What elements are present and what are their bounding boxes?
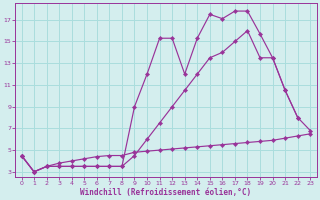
X-axis label: Windchill (Refroidissement éolien,°C): Windchill (Refroidissement éolien,°C)	[80, 188, 252, 197]
